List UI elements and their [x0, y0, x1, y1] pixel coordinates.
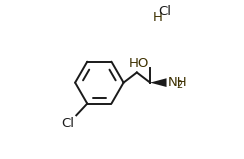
Text: Cl: Cl — [159, 5, 172, 18]
Polygon shape — [150, 78, 166, 87]
Text: Cl: Cl — [62, 117, 75, 130]
Text: HO: HO — [129, 57, 149, 70]
Text: 2: 2 — [176, 80, 183, 90]
Text: H: H — [152, 10, 162, 24]
Text: NH: NH — [168, 76, 187, 89]
